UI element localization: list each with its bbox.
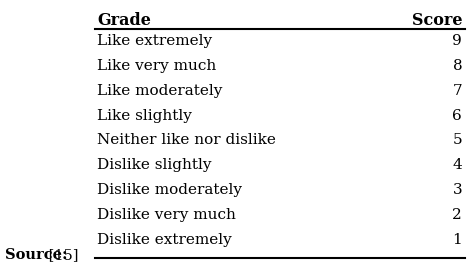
Text: Source:: Source: bbox=[5, 248, 67, 262]
Text: Like extremely: Like extremely bbox=[97, 34, 212, 48]
Text: Dislike extremely: Dislike extremely bbox=[97, 233, 232, 247]
Text: [15]: [15] bbox=[44, 248, 79, 262]
Text: 5: 5 bbox=[453, 133, 462, 147]
Text: Grade: Grade bbox=[97, 12, 151, 29]
Text: Like moderately: Like moderately bbox=[97, 84, 223, 98]
Text: 1: 1 bbox=[452, 233, 462, 247]
Text: Like very much: Like very much bbox=[97, 59, 217, 73]
Text: Score: Score bbox=[411, 12, 462, 29]
Text: 2: 2 bbox=[452, 208, 462, 222]
Text: 8: 8 bbox=[453, 59, 462, 73]
Text: Neither like nor dislike: Neither like nor dislike bbox=[97, 133, 276, 147]
Text: 7: 7 bbox=[453, 84, 462, 98]
Text: 3: 3 bbox=[453, 183, 462, 197]
Text: 4: 4 bbox=[452, 158, 462, 172]
Text: 9: 9 bbox=[452, 34, 462, 48]
Text: Dislike very much: Dislike very much bbox=[97, 208, 236, 222]
Text: Dislike moderately: Dislike moderately bbox=[97, 183, 242, 197]
Text: Dislike slightly: Dislike slightly bbox=[97, 158, 212, 172]
Text: 6: 6 bbox=[452, 109, 462, 123]
Text: Like slightly: Like slightly bbox=[97, 109, 192, 123]
